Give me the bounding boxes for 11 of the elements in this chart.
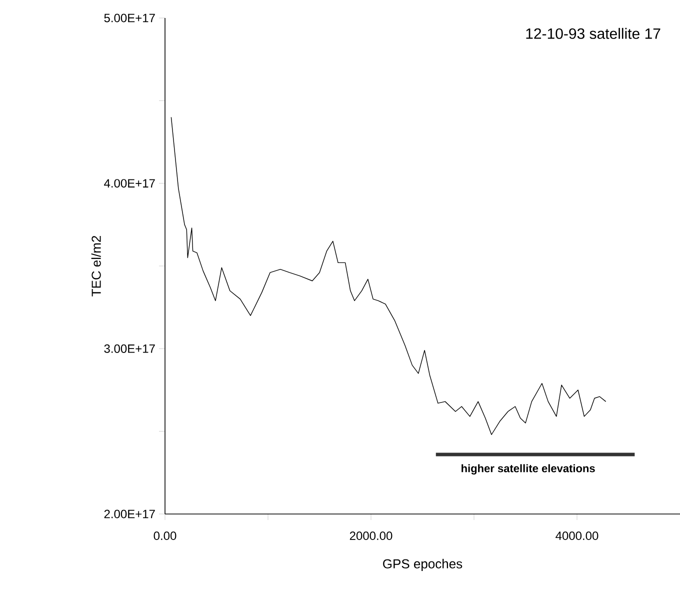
y-axis-title: TEC el/m2 [91,236,101,296]
y-tick-label: 2.00E+17 [104,510,155,518]
x-tick-label: 2000.00 [350,532,392,540]
text: 12-10-93 satellite 17 [526,28,660,39]
x-tick-label: 0.00 [154,532,176,540]
x-tick-label: 4000.00 [556,532,598,540]
y-tick-label: 3.00E+17 [104,344,155,353]
y-tick-label: 5.00E+17 [104,14,155,22]
annotation: higher satellite elevations [462,464,595,475]
y-tick-label: 4.00E+17 [104,179,155,188]
x-axis-title: GPS epoches [383,558,462,571]
